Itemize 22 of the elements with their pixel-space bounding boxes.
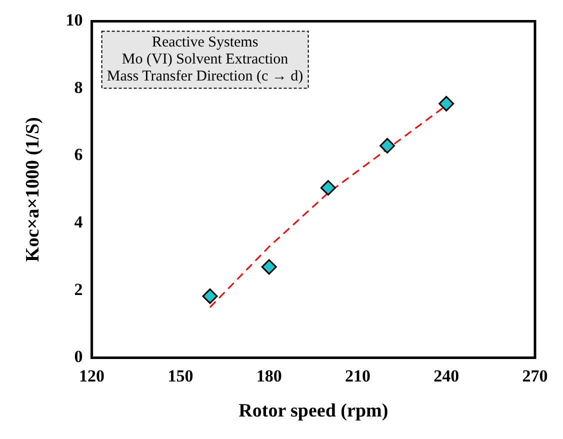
y-tick-label: 8 [74, 78, 83, 97]
point [261, 259, 277, 275]
x-tick-label: 120 [79, 366, 105, 386]
y-axis-title: Koc×a×1000 (1/S) [22, 117, 44, 262]
point [380, 138, 396, 154]
x-axis-title: Rotor speed (rpm) [238, 400, 388, 422]
point [438, 96, 454, 112]
y-tick-label: 0 [74, 347, 83, 366]
point [202, 288, 218, 304]
point [320, 180, 336, 196]
annotation: Mo (VI) Solvent Extraction [122, 52, 289, 68]
y-tick-label: 2 [74, 280, 83, 299]
x-tick-label: 270 [522, 366, 548, 386]
x-tick-label: 240 [434, 366, 460, 386]
y-tick-label: 6 [74, 145, 83, 164]
y-tick-label: 10 [66, 10, 83, 30]
x-tick-label: 180 [256, 366, 282, 386]
x-tick-label: 210 [344, 366, 370, 386]
annotation: Reactive Systems [152, 34, 258, 51]
y-tick-label: 4 [74, 212, 84, 232]
annotation: Mass Transfer Direction (c → d) [106, 68, 304, 85]
x-tick-label: 150 [168, 366, 194, 386]
